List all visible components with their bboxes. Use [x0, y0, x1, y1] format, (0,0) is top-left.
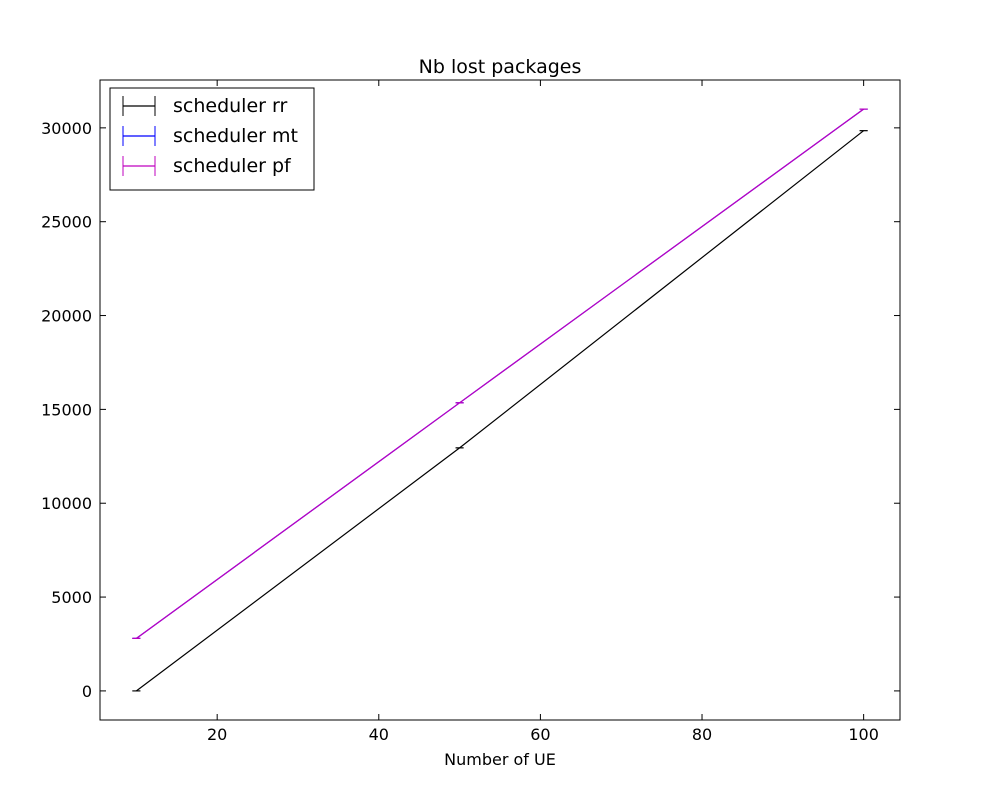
- y-tick-label: 20000: [41, 307, 92, 326]
- y-tick-label: 5000: [51, 588, 92, 607]
- y-tick-label: 15000: [41, 400, 92, 419]
- legend: scheduler rr scheduler mt scheduler pf: [109, 87, 315, 191]
- y-tick-label: 0: [82, 682, 92, 701]
- y-tick-label: 30000: [41, 119, 92, 138]
- series-scheduler-pf: [132, 108, 868, 639]
- legend-frame: [109, 87, 315, 191]
- x-tick-label: 60: [530, 725, 550, 744]
- series-scheduler-rr: [132, 130, 868, 692]
- x-axis-title: Number of UE: [444, 750, 556, 769]
- tick-layer: 20 40 60 80 100 0 5000 10000 15000 20000 25000 3000…: [41, 80, 900, 744]
- legend-item-scheduler-pf: scheduler pf: [122, 155, 292, 177]
- x-tick-label: 40: [369, 725, 389, 744]
- legend-label: scheduler pf: [173, 155, 292, 177]
- y-tick-label: 25000: [41, 213, 92, 232]
- legend-label: scheduler rr: [173, 95, 287, 117]
- x-tick-label: 100: [848, 725, 879, 744]
- x-tick-label: 20: [207, 725, 227, 744]
- chart-title: Nb lost packages: [419, 56, 582, 78]
- legend-item-scheduler-mt: scheduler mt: [122, 125, 298, 147]
- legend-label: scheduler mt: [173, 125, 298, 147]
- x-tick-label: 80: [692, 725, 712, 744]
- plot-frame: [99, 79, 901, 721]
- legend-item-scheduler-rr: scheduler rr: [122, 95, 287, 117]
- series-layer: [132, 108, 868, 692]
- y-tick-label: 10000: [41, 494, 92, 513]
